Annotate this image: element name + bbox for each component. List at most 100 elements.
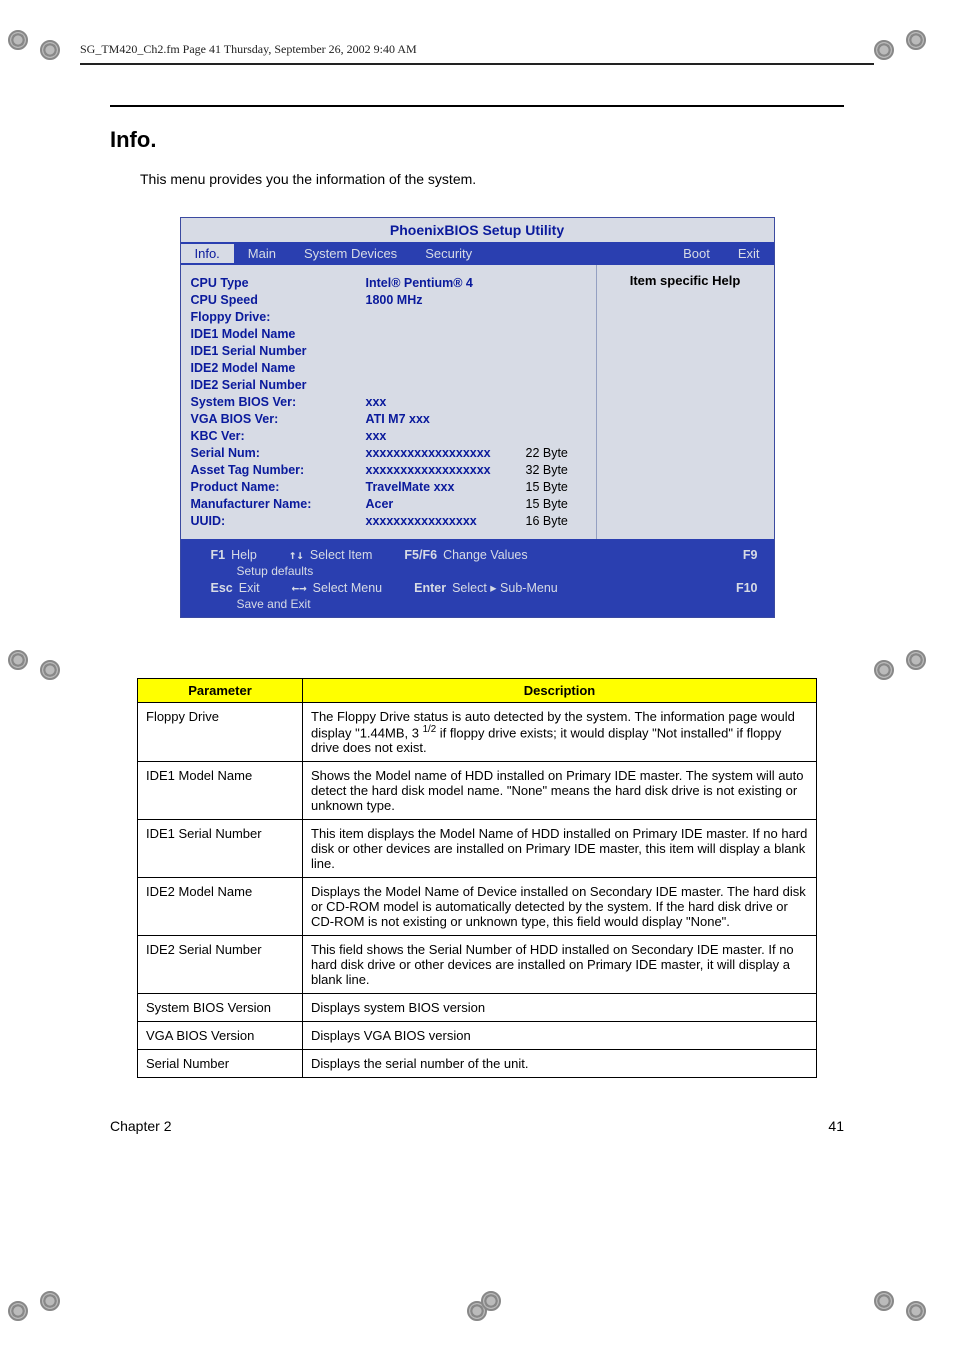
bios-note: 32 Byte [526,463,568,477]
header-rule [80,63,874,65]
table-cell-description: This item displays the Model Name of HDD… [303,820,817,878]
bios-note: 16 Byte [526,514,568,528]
bios-value: xxxxxxxxxxxxxxxxxx [366,446,526,460]
bios-menu-security[interactable]: Security [411,244,486,263]
key-esc: Esc [211,581,233,595]
bios-value: xxx [366,395,526,409]
table-row: VGA BIOS VersionDisplays VGA BIOS versio… [138,1022,817,1050]
crop-mark-icon [40,1291,60,1311]
bios-label: Serial Num: [191,446,366,460]
table-cell-description: Displays the serial number of the unit. [303,1050,817,1078]
crop-mark-icon [40,40,60,60]
bios-row-sys-bios: System BIOS Ver: xxx [191,395,586,409]
table-cell-parameter: Floppy Drive [138,703,303,762]
key-label: Exit [239,581,260,595]
table-cell-description: Displays the Model Name of Device instal… [303,878,817,936]
table-row: Serial NumberDisplays the serial number … [138,1050,817,1078]
bios-label: Asset Tag Number: [191,463,366,477]
table-row: IDE2 Model NameDisplays the Model Name o… [138,878,817,936]
bios-title: PhoenixBIOS Setup Utility [181,218,774,242]
bios-row-cpu-type: CPU Type Intel® Pentium® 4 [191,276,586,290]
bios-menu-exit[interactable]: Exit [724,244,774,263]
table-cell-description: The Floppy Drive status is auto detected… [303,703,817,762]
key-label: Help [231,548,257,562]
bios-row-floppy: Floppy Drive: [191,310,586,324]
key-f9: F9 [743,548,758,562]
bios-label: Product Name: [191,480,366,494]
crop-mark-icon [40,660,60,680]
bios-row-uuid: UUID: xxxxxxxxxxxxxxxx 16 Byte [191,514,586,528]
section-rule [110,105,844,107]
bios-label: VGA BIOS Ver: [191,412,366,426]
table-cell-description: Shows the Model name of HDD installed on… [303,762,817,820]
bios-row-ide1-model: IDE1 Model Name [191,327,586,341]
bios-value: 1800 MHz [366,293,526,307]
bios-label: IDE2 Serial Number [191,378,366,392]
key-enter: Enter [414,581,446,595]
table-row: IDE2 Serial NumberThis field shows the S… [138,936,817,994]
table-cell-description: Displays system BIOS version [303,994,817,1022]
table-cell-parameter: System BIOS Version [138,994,303,1022]
bios-menu-info[interactable]: Info. [181,244,234,263]
bios-note: 22 Byte [526,446,568,460]
bios-value: xxxxxxxxxxxxxxxxxx [366,463,526,477]
bios-menu-system-devices[interactable]: System Devices [290,244,411,263]
key-label: Change Values [443,548,528,562]
intro-paragraph: This menu provides you the information o… [140,171,874,187]
bios-value: xxx [366,429,526,443]
bios-row-cpu-speed: CPU Speed 1800 MHz [191,293,586,307]
bios-label: Floppy Drive: [191,310,366,324]
table-cell-description: Displays VGA BIOS version [303,1022,817,1050]
table-row: IDE1 Model NameShows the Model name of H… [138,762,817,820]
table-row: System BIOS VersionDisplays system BIOS … [138,994,817,1022]
table-cell-parameter: IDE1 Model Name [138,762,303,820]
bios-row-ide1-serial: IDE1 Serial Number [191,344,586,358]
key-sublabel: Save and Exit [237,597,764,611]
bios-value: TravelMate xxx [366,480,526,494]
key-label: Select ▸ Sub-Menu [452,580,558,595]
table-cell-parameter: Serial Number [138,1050,303,1078]
crop-mark-icon [8,30,28,50]
crop-mark-icon [8,1301,28,1321]
crop-mark-icon [874,40,894,60]
bios-row-serial-num: Serial Num: xxxxxxxxxxxxxxxxxx 22 Byte [191,446,586,460]
bios-row-manufacturer: Manufacturer Name: Acer 15 Byte [191,497,586,511]
crop-mark-icon [906,1301,926,1321]
bios-label: IDE2 Model Name [191,361,366,375]
crop-mark-icon [906,30,926,50]
leftright-arrow-icon: ←→ [292,580,307,595]
crop-mark-icon [8,650,28,670]
table-header-description: Description [303,679,817,703]
table-row: IDE1 Serial NumberThis item displays the… [138,820,817,878]
table-cell-parameter: IDE2 Model Name [138,878,303,936]
doc-meta-header: SG_TM420_Ch2.fm Page 41 Thursday, Septem… [80,42,874,57]
bios-value: ATI M7 xxx [366,412,526,426]
page-root: SG_TM420_Ch2.fm Page 41 Thursday, Septem… [0,0,954,1351]
table-cell-parameter: IDE2 Serial Number [138,936,303,994]
table-row: Floppy DriveThe Floppy Drive status is a… [138,703,817,762]
key-sublabel: Setup defaults [237,564,764,578]
section-heading: Info. [110,127,874,153]
bios-menu-boot[interactable]: Boot [669,244,724,263]
updown-arrow-icon: ↑↓ [289,547,304,562]
bios-row-asset-tag: Asset Tag Number: xxxxxxxxxxxxxxxxxx 32 … [191,463,586,477]
key-f1: F1 [211,548,226,562]
bios-row-ide2-model: IDE2 Model Name [191,361,586,375]
bios-label: IDE1 Model Name [191,327,366,341]
bios-note: 15 Byte [526,480,568,494]
table-cell-description: This field shows the Serial Number of HD… [303,936,817,994]
bios-body: CPU Type Intel® Pentium® 4 CPU Speed 180… [181,265,774,539]
bios-label: Manufacturer Name: [191,497,366,511]
key-label: Select Item [310,548,373,562]
footer-chapter: Chapter 2 [110,1118,171,1134]
crop-mark-icon [874,660,894,680]
bios-footer: F1 Help ↑↓ Select Item F5/F6 Change Valu… [181,539,774,617]
bios-label: System BIOS Ver: [191,395,366,409]
bios-label: CPU Speed [191,293,366,307]
bios-value: Acer [366,497,526,511]
bios-value: Intel® Pentium® 4 [366,276,526,290]
bios-help-header: Item specific Help [630,273,741,288]
bios-value: xxxxxxxxxxxxxxxx [366,514,526,528]
table-header-parameter: Parameter [138,679,303,703]
bios-menu-main[interactable]: Main [234,244,290,263]
